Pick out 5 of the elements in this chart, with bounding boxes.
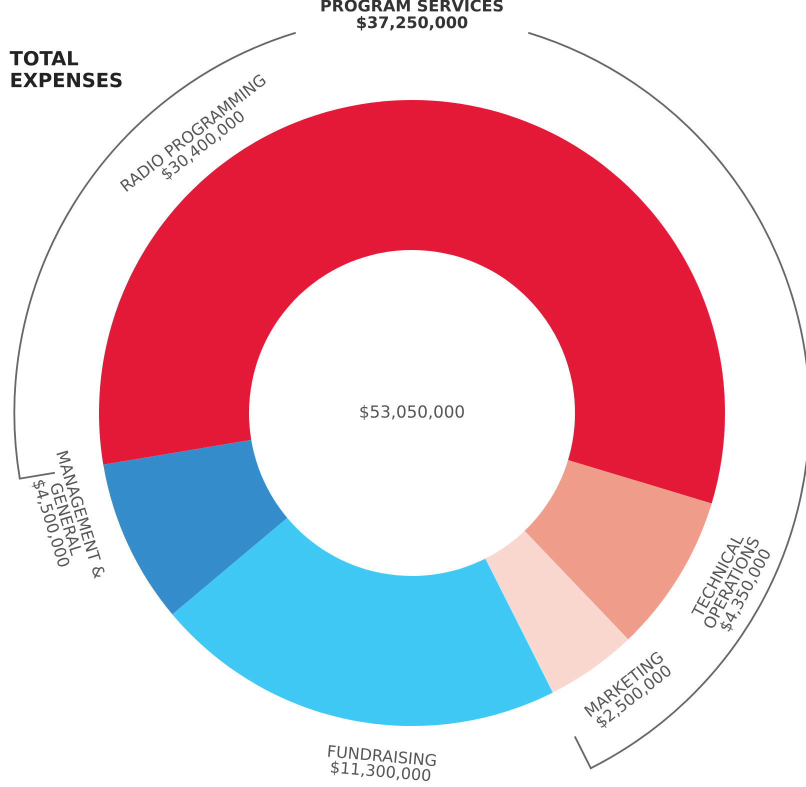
text: PROGRAM SERVICES $37,250,000 xyxy=(321,0,503,30)
donut-slice xyxy=(103,440,288,614)
chart-title: TOTAL EXPENSES xyxy=(10,50,122,88)
text: $53,050,000 xyxy=(360,404,464,420)
donut-slice xyxy=(172,518,553,726)
